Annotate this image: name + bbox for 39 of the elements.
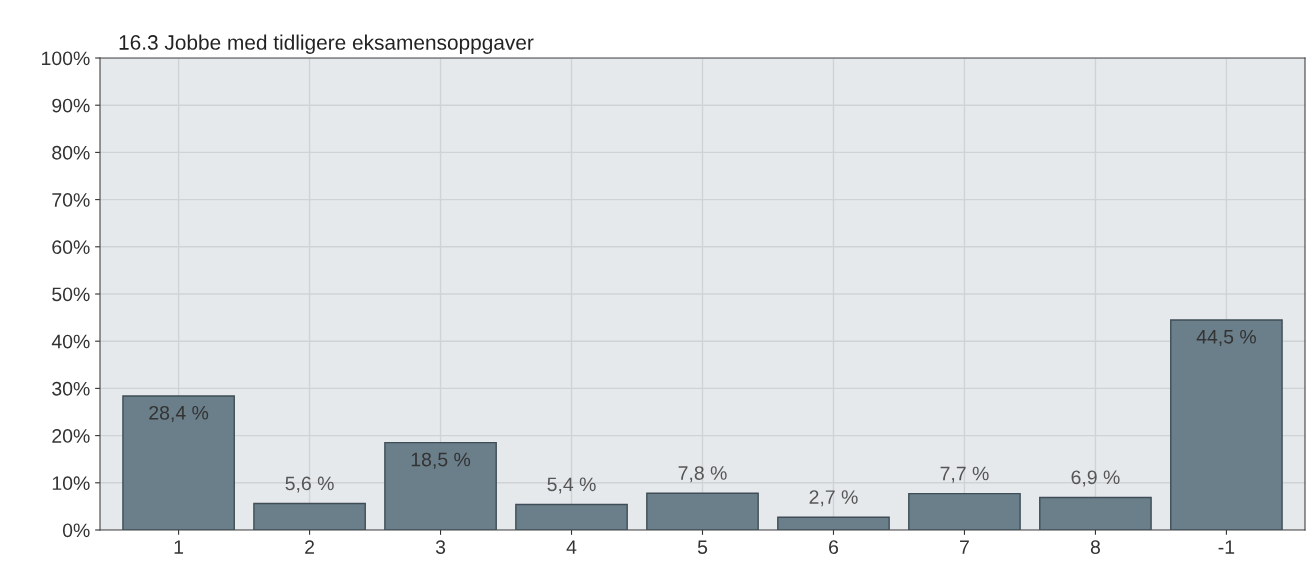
y-tick-label: 70% xyxy=(52,193,90,207)
x-tick-label: 5 xyxy=(697,540,708,554)
y-tick-label: 0% xyxy=(62,523,90,538)
data-label: 6,9 % xyxy=(1071,470,1120,487)
y-tick-label: 20% xyxy=(52,429,90,443)
y-tick-label: 30% xyxy=(52,381,90,396)
data-label: 7,8 % xyxy=(678,466,727,483)
y-tick-label: 40% xyxy=(51,334,90,349)
y-tick-label: 60% xyxy=(52,240,90,255)
data-label: 44,5 % xyxy=(1196,330,1256,346)
bar xyxy=(122,395,235,530)
x-tick-label: 1 xyxy=(174,540,184,554)
x-tick-label: 8 xyxy=(1090,540,1100,554)
data-label: 28,4 % xyxy=(149,405,209,422)
y-tick-label: 90% xyxy=(52,98,90,113)
bar xyxy=(646,492,759,530)
bar xyxy=(515,503,628,530)
chart-title: 16.3 Jobbe med tidligere eksamensoppgaver xyxy=(119,34,534,54)
x-tick-label: 2 xyxy=(305,540,314,554)
x-tick-label: 4 xyxy=(566,540,577,554)
x-tick-label: -1 xyxy=(1218,540,1235,554)
data-label: 2,7 % xyxy=(809,490,858,507)
y-tick-label: 10% xyxy=(52,476,90,491)
bar xyxy=(1039,496,1152,530)
x-tick-label: 7 xyxy=(960,540,969,554)
y-tick-label: 80% xyxy=(52,145,90,160)
data-label: 7,7 % xyxy=(940,466,989,483)
y-tick-label: 50% xyxy=(52,287,90,302)
x-tick-label: 3 xyxy=(435,540,446,554)
y-tick-label: 100% xyxy=(42,51,90,66)
data-label: 18,5 % xyxy=(411,452,471,469)
bar xyxy=(908,492,1021,530)
bar xyxy=(777,516,890,530)
bar xyxy=(253,502,366,530)
bar xyxy=(1170,319,1283,530)
bar xyxy=(384,441,497,530)
data-label: 5,4 % xyxy=(547,477,596,494)
x-tick-label: 6 xyxy=(829,540,839,554)
data-label: 5,6 % xyxy=(285,476,334,493)
